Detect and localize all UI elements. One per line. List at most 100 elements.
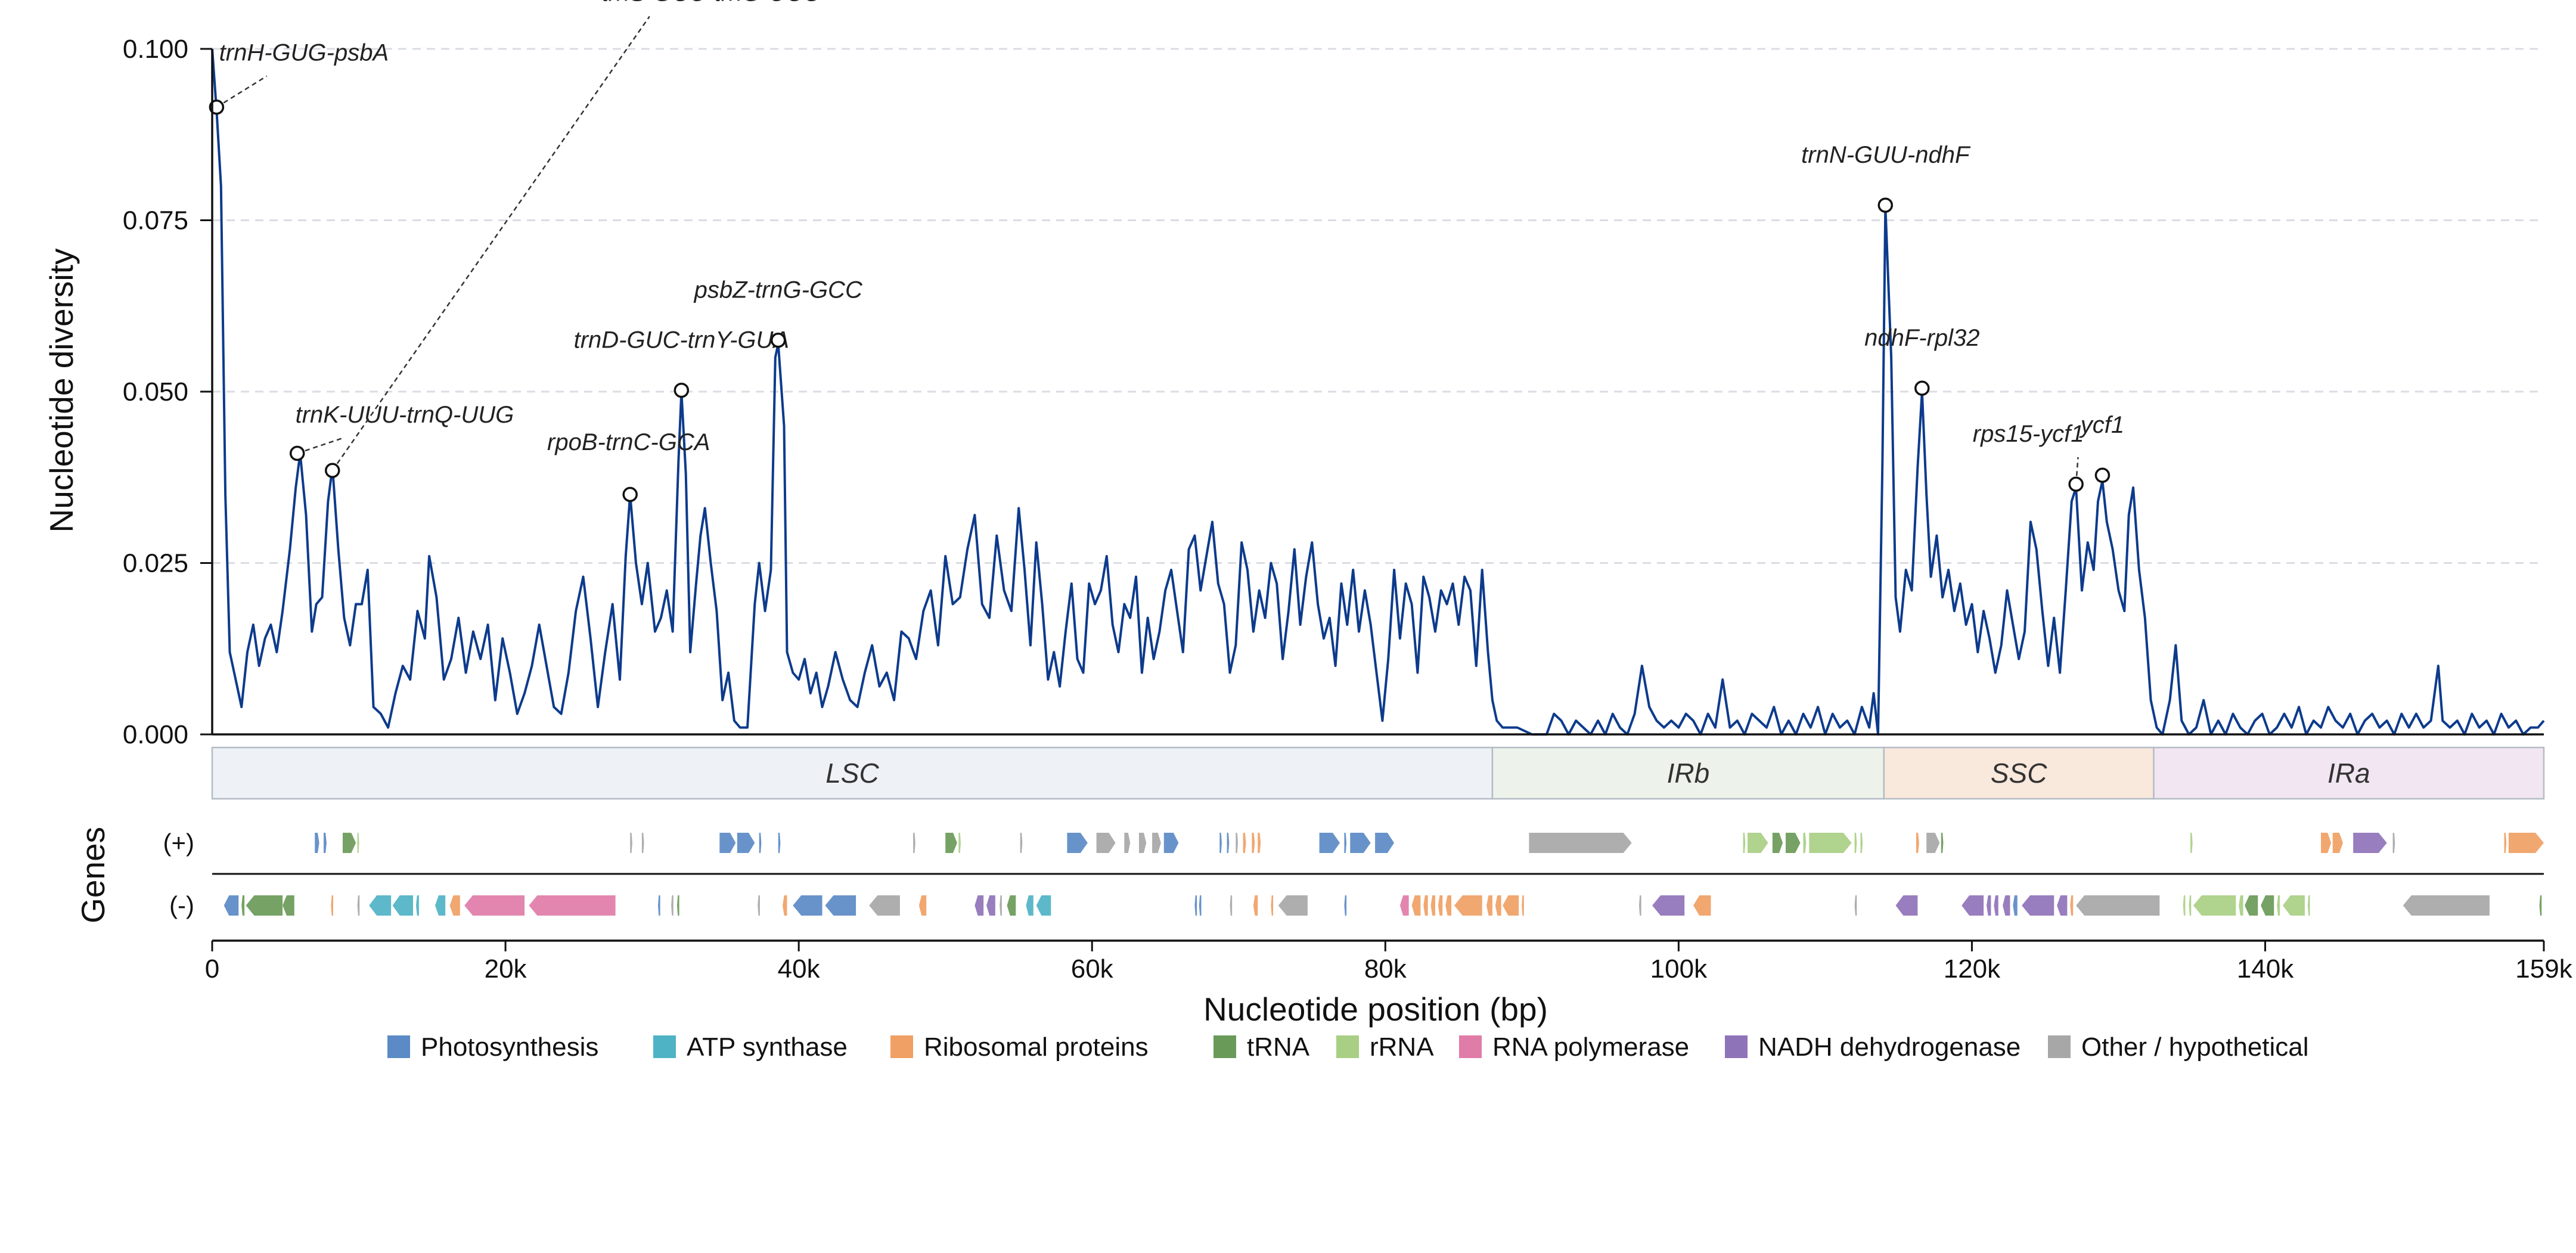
- gene-feature: [2332, 833, 2343, 853]
- gene-feature: [918, 895, 927, 916]
- gene-feature: [369, 895, 392, 916]
- legend-swatch: [387, 1035, 410, 1058]
- peak-label: ndhF-rpl32: [1864, 325, 1979, 351]
- x-tick-label: 60k: [1071, 954, 1114, 984]
- gene-feature: [1916, 833, 1919, 853]
- legend-label: ATP synthase: [687, 1032, 848, 1062]
- gene-feature: [2504, 833, 2507, 853]
- gene-feature: [2261, 895, 2274, 916]
- gene-feature: [1344, 833, 1347, 853]
- gene-feature: [1652, 895, 1685, 916]
- peak-label: trnD-GUC-trnY-GUA: [574, 327, 789, 353]
- legend-swatch: [653, 1035, 676, 1058]
- legend-label: NADH dehydrogenase: [1758, 1032, 2021, 1062]
- gene-feature: [1438, 895, 1443, 916]
- legend-swatch: [2048, 1035, 2071, 1058]
- gene-feature: [1227, 833, 1230, 853]
- gene-feature: [1454, 895, 1482, 916]
- gene-feature: [869, 895, 900, 916]
- gene-feature: [1007, 895, 1016, 916]
- region-label: SSC: [1991, 758, 2047, 789]
- gene-feature: [1503, 895, 1519, 916]
- gene-feature: [2539, 895, 2542, 916]
- gene-feature: [1252, 833, 1255, 853]
- peak-label: psbZ-trnG-GCC: [694, 277, 863, 303]
- gene-feature: [641, 833, 644, 853]
- gene-feature: [1152, 833, 1161, 853]
- gene-feature: [1020, 833, 1023, 853]
- x-tick-label: 0: [205, 954, 219, 984]
- gene-feature: [323, 833, 327, 853]
- gene-feature: [825, 895, 856, 916]
- legend-swatch: [1336, 1035, 1359, 1058]
- region-lsc: [211, 746, 1494, 800]
- gene-feature: [1994, 895, 1998, 916]
- peak-annotations: trnH-GUG-psbA trnK-UUU-trnQ-UUG trnS-GCU-t…: [209, 0, 2124, 503]
- gene-feature: [2076, 895, 2160, 916]
- legend-label: Ribosomal proteins: [924, 1032, 1149, 1062]
- gene-feature: [2283, 895, 2305, 916]
- gene-feature: [1962, 895, 1984, 916]
- gene-feature: [1522, 895, 1524, 916]
- gene-feature: [2013, 895, 2018, 916]
- gene-feature: [283, 895, 294, 916]
- gene-feature: [2239, 895, 2243, 916]
- gene-feature: [2183, 895, 2186, 916]
- gene-feature: [1163, 833, 1179, 853]
- x-axis-title: Nucleotide position (bp): [1203, 991, 1548, 1028]
- peak-marker: [2094, 467, 2111, 483]
- gene-feature: [1638, 895, 1641, 916]
- gene-feature: [1895, 895, 1918, 916]
- gene-feature: [2022, 895, 2054, 916]
- gene-feature: [2353, 833, 2387, 853]
- gene-feature: [2277, 895, 2280, 916]
- gene-feature: [676, 895, 679, 916]
- gene-feature: [315, 833, 319, 853]
- x-tick-label: 140k: [2237, 954, 2294, 984]
- gene-feature: [1411, 895, 1421, 916]
- gene-feature: [1258, 833, 1261, 853]
- gene-feature: [2508, 833, 2544, 853]
- gene-feature: [1785, 833, 1801, 853]
- x-tick-label: 100k: [1650, 954, 1708, 984]
- gene-feature: [529, 895, 616, 916]
- gene-feature: [1941, 833, 1944, 853]
- peak-marker: [1914, 380, 1930, 396]
- gene-feature: [1926, 833, 1940, 853]
- peak-label: trnN-GUU-ndhF: [1801, 142, 1971, 168]
- peak-marker: [325, 463, 340, 478]
- genome-regions: LSC IRb SSC IRa: [211, 746, 2545, 800]
- gene-feature: [778, 833, 781, 853]
- gene-feature: [1000, 895, 1002, 916]
- legend-swatch: [890, 1035, 913, 1058]
- legend-swatch: [1213, 1035, 1236, 1058]
- gene-feature: [1230, 895, 1233, 916]
- gene-feature: [1399, 895, 1409, 916]
- x-tick-label: 80k: [1364, 954, 1407, 984]
- gene-feature: [1199, 895, 1202, 916]
- gene-feature: [958, 833, 961, 853]
- gene-feature: [1096, 833, 1116, 853]
- peak-label: ycf1: [2079, 412, 2124, 438]
- gene-feature: [392, 895, 414, 916]
- peak-marker: [2068, 476, 2084, 492]
- gene-feature: [1375, 833, 1395, 853]
- peak-marker: [622, 486, 638, 503]
- gene-feature: [1036, 895, 1051, 916]
- gene-feature: [1486, 895, 1492, 916]
- gene-feature: [758, 895, 760, 916]
- axes: 0.000 0.025 0.050 0.075 0.100 0 20k 40k 60k 80k 10…: [123, 35, 2573, 984]
- y-axis-title: Nucleotide diversity: [43, 248, 80, 532]
- region-label: IRb: [1667, 758, 1710, 789]
- region-irb: [1491, 746, 1885, 800]
- gene-feature: [2245, 895, 2258, 916]
- gene-feature: [1350, 833, 1371, 853]
- strand-label-minus: (-): [169, 891, 194, 919]
- gene-feature: [1236, 833, 1239, 853]
- gene-feature: [759, 833, 762, 853]
- gene-feature: [1253, 895, 1258, 916]
- gene-feature: [2307, 895, 2310, 916]
- peak-label: trnS-GCU-trnG-UCC: [602, 0, 821, 7]
- peak-label: trnH-GUG-psbA: [219, 40, 389, 66]
- gene-feature: [357, 833, 359, 853]
